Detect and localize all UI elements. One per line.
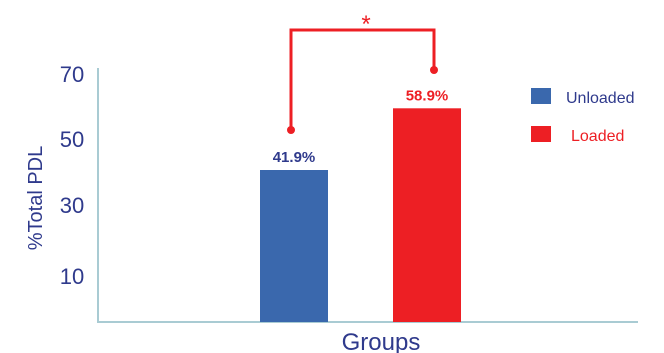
data-label-loaded: 58.9% (406, 87, 449, 104)
significance-line (289, 28, 436, 130)
significance-endpoint (430, 66, 438, 74)
legend-label-unloaded: Unloaded (566, 90, 635, 107)
significance-endpoint (287, 126, 295, 134)
y-tick-labels: 70 50 30 10 (60, 62, 84, 289)
data-label-unloaded: 41.9% (273, 149, 316, 166)
bar-loaded (393, 108, 461, 322)
legend-label-loaded: Loaded (571, 128, 624, 145)
significance-bracket: * (287, 11, 438, 134)
y-tick-label: 70 (60, 62, 84, 87)
x-axis-label: Groups (342, 329, 421, 353)
legend-swatch-loaded (531, 126, 551, 142)
y-tick-label: 30 (60, 193, 84, 218)
y-axis-label: %Total PDL (25, 146, 47, 251)
legend-swatch-unloaded (531, 88, 551, 104)
y-tick-label: 10 (60, 264, 84, 289)
legend: Unloaded Loaded (531, 88, 635, 145)
significance-star: * (361, 11, 370, 38)
y-tick-label: 50 (60, 127, 84, 152)
bar-unloaded (260, 170, 328, 322)
